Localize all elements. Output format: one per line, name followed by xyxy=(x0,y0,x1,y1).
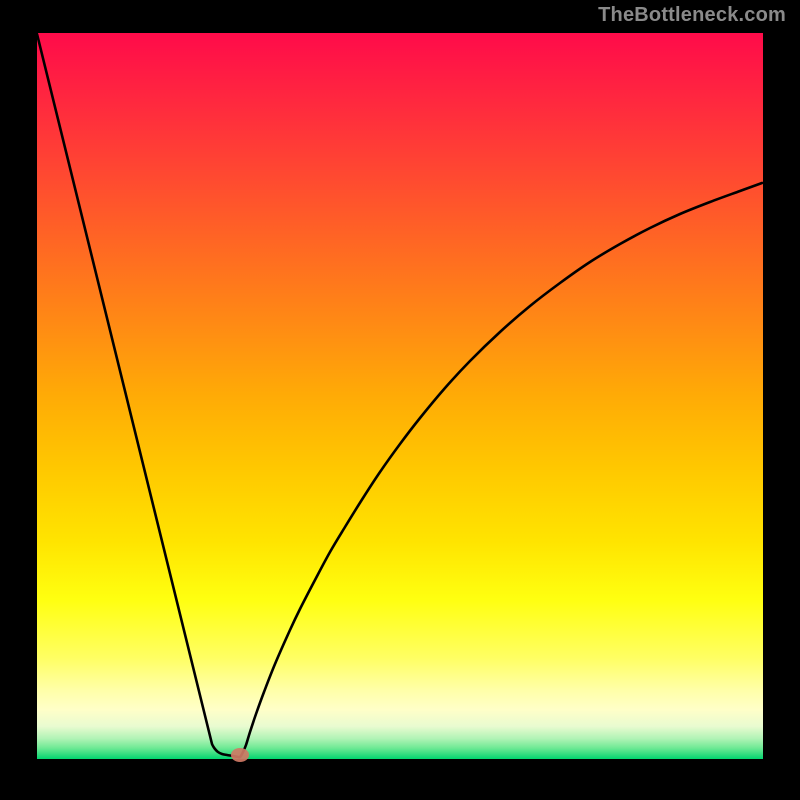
chart-container: TheBottleneck.com xyxy=(0,0,800,800)
watermark-text: TheBottleneck.com xyxy=(598,4,786,27)
optimal-point-marker xyxy=(231,748,249,762)
bottleneck-chart xyxy=(0,0,800,800)
plot-background xyxy=(37,33,763,759)
